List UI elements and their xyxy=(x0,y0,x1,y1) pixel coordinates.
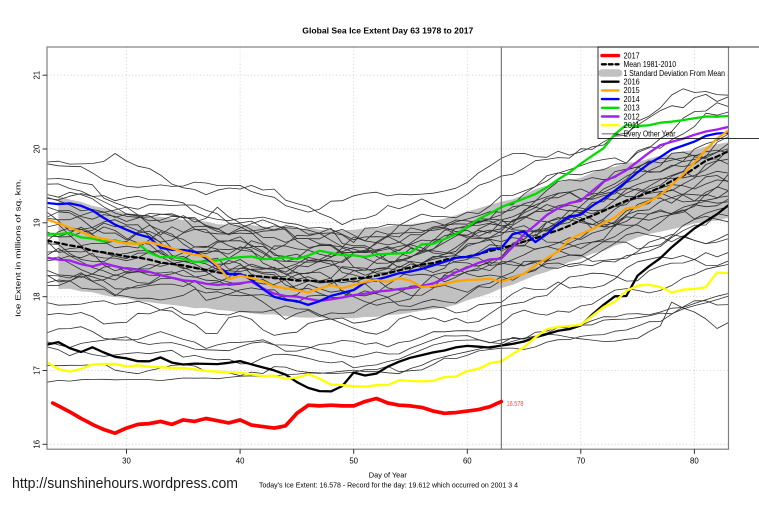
svg-text:80: 80 xyxy=(690,457,699,466)
svg-text:Today's Ice Extent: 16.578 -: Today's Ice Extent: 16.578 - Record for … xyxy=(259,481,518,490)
svg-text:2013: 2013 xyxy=(624,104,641,113)
svg-text:16: 16 xyxy=(33,440,42,449)
svg-text:http://sunshinehours.wordpress: http://sunshinehours.wordpress.com xyxy=(12,475,238,492)
svg-text:70: 70 xyxy=(576,457,585,466)
svg-text:2014: 2014 xyxy=(624,95,641,104)
svg-text:19: 19 xyxy=(33,218,42,227)
svg-text:2016: 2016 xyxy=(624,78,641,87)
svg-text:2017: 2017 xyxy=(624,51,641,60)
svg-text:18: 18 xyxy=(33,292,42,301)
svg-text:50: 50 xyxy=(349,457,358,466)
svg-text:16.578: 16.578 xyxy=(507,399,524,408)
svg-text:Ice Extent in millions of sq.: Ice Extent in millions of sq. km. xyxy=(14,179,23,317)
svg-text:1 Standard Deviation From Mean: 1 Standard Deviation From Mean xyxy=(624,69,725,78)
svg-text:2012: 2012 xyxy=(624,112,641,121)
svg-text:21: 21 xyxy=(33,71,42,80)
svg-text:2011: 2011 xyxy=(624,121,641,130)
svg-text:Every Other Year: Every Other Year xyxy=(624,130,676,139)
svg-text:20: 20 xyxy=(33,144,42,153)
svg-text:2015: 2015 xyxy=(624,86,641,95)
svg-text:Day of Year: Day of Year xyxy=(369,471,408,480)
svg-text:Mean 1981-2010: Mean 1981-2010 xyxy=(624,60,677,69)
svg-text:Global Sea Ice Extent Day 63 1: Global Sea Ice Extent Day 63 1978 to 201… xyxy=(302,26,473,36)
svg-text:17: 17 xyxy=(33,366,42,375)
svg-text:30: 30 xyxy=(122,457,131,466)
svg-text:60: 60 xyxy=(463,457,472,466)
svg-text:40: 40 xyxy=(236,457,245,466)
